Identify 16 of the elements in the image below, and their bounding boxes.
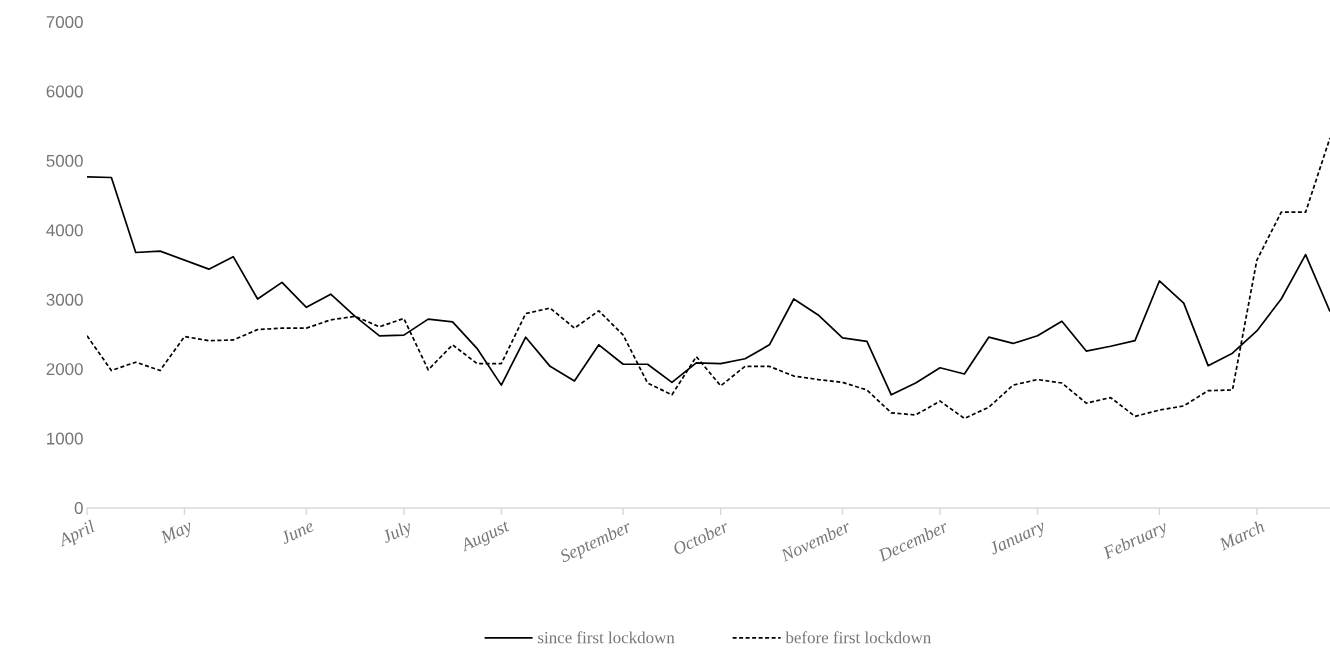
x-tick-label: May <box>160 522 191 544</box>
y-tick-label: 7000 <box>46 15 83 28</box>
legend-label: since first lockdown <box>538 631 675 644</box>
x-tick-label: July <box>384 522 410 543</box>
y-tick-label: 1000 <box>47 432 83 445</box>
x-tick-label: April <box>61 519 95 547</box>
y-tick-label: 0 <box>74 501 83 514</box>
y-tick-label: 6000 <box>46 85 83 98</box>
y-tick-label: 5000 <box>46 154 83 167</box>
y-tick-label: 4000 <box>46 224 83 237</box>
y-tick-label: 2000 <box>46 363 83 376</box>
line-series <box>87 137 1330 420</box>
y-tick-label: 3000 <box>46 293 83 306</box>
x-tick-label: June <box>283 523 314 544</box>
legend-label: before first lockdown <box>785 631 932 644</box>
x-tick-label: March <box>1219 521 1266 551</box>
